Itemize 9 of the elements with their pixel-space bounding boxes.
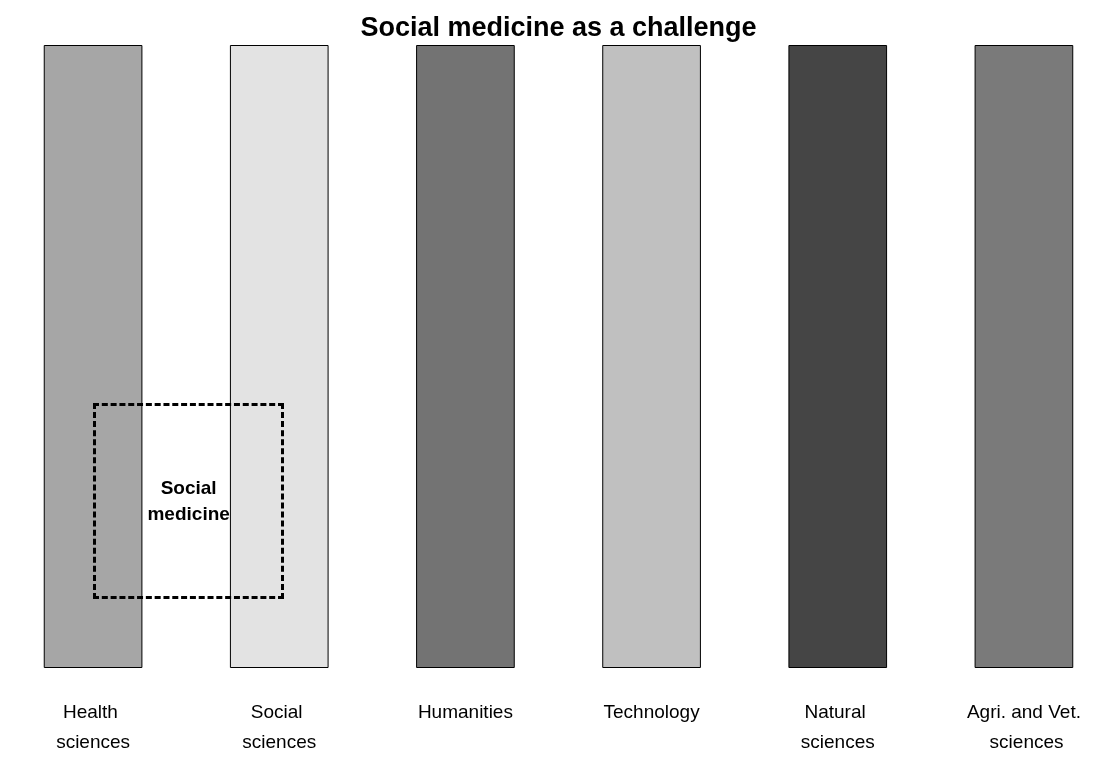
x-tick-label: Social sciences xyxy=(242,700,317,752)
chart-title: Social medicine as a challenge xyxy=(360,11,757,42)
annotation: Social medicine xyxy=(146,475,231,527)
dashed-outline: Social medicine xyxy=(93,403,285,600)
x-tick-label: Humanities xyxy=(417,700,513,722)
x-tick-label: Natural sciences xyxy=(800,700,875,752)
x-tick-label: Health sciences xyxy=(56,700,131,752)
x-tick-label: Technology xyxy=(603,700,701,722)
x-tick-label: Agri. and Vet. sciences xyxy=(966,700,1081,752)
